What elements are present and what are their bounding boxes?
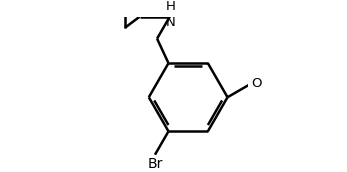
Text: N: N: [166, 16, 176, 29]
Text: O: O: [252, 77, 262, 90]
Text: H: H: [166, 0, 176, 13]
Text: Br: Br: [148, 157, 163, 171]
